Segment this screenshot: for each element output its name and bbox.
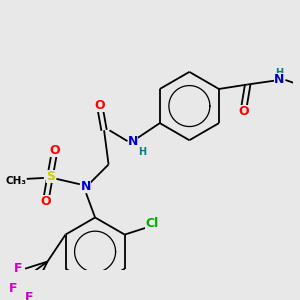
- Text: Cl: Cl: [145, 217, 158, 230]
- Text: N: N: [81, 180, 91, 194]
- Text: F: F: [25, 291, 34, 300]
- Text: F: F: [9, 282, 18, 295]
- Text: H: H: [138, 147, 146, 157]
- Text: O: O: [40, 195, 51, 208]
- Text: F: F: [14, 262, 22, 275]
- Text: O: O: [238, 105, 248, 118]
- Text: O: O: [94, 99, 105, 112]
- Text: N: N: [274, 74, 284, 86]
- Text: S: S: [46, 170, 55, 183]
- Text: H: H: [275, 68, 283, 78]
- Text: N: N: [128, 135, 138, 148]
- Text: O: O: [49, 145, 60, 158]
- Text: CH₃: CH₃: [5, 176, 26, 186]
